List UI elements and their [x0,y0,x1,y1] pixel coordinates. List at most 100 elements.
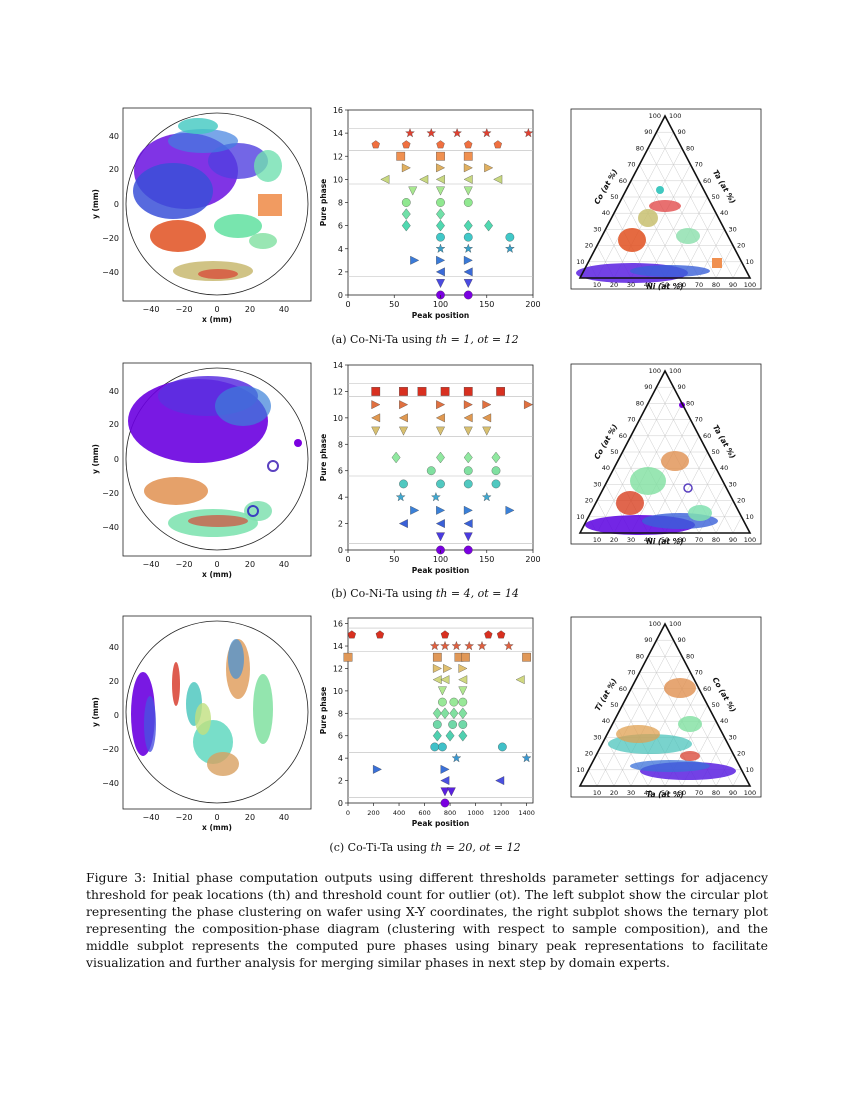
phase-marker [440,764,450,774]
wafer-xlabel: x (mm) [202,823,232,832]
wafer-xlabel: x (mm) [202,315,232,324]
wafer-ytick: −40 [102,779,119,788]
subcaption-c: (c) Co-Ti-Ta using th = 20, ot = 12 [0,841,850,854]
phase-marker [493,174,503,184]
ternary-tick-bottom: 50 [661,281,669,289]
subcaption-a: (a) Co-Ni-Ta using th = 1, ot = 12 [0,333,850,346]
phase-marker [401,208,411,220]
wafer-xtick: −20 [176,305,193,314]
ternary-tick-left: 70 [627,161,635,169]
phase-ytick-label: 2 [338,777,343,786]
ternary-tick-bottom: 20 [610,536,618,544]
phase-points [371,387,533,555]
phase-marker [408,186,418,196]
phase-marker [458,720,468,729]
wafer-xtick: 20 [245,305,255,314]
phase-marker [482,413,492,423]
ternary-tick-bottom: 40 [644,789,652,797]
phase-marker [463,232,473,242]
ternary-tick-bottom: 60 [678,281,686,289]
ternary-tick-bottom: 70 [695,281,703,289]
phase-xticks: 0 200 400 600 800 1000 1200 1400 [346,803,535,817]
ternary-tick-left: 20 [585,750,593,758]
phase-marker [436,479,445,489]
ternary-tick-right: 40 [720,717,728,725]
ternary-triangle [578,369,752,534]
phase-marker [435,413,445,423]
wafer-plot-b: −40 −20 0 20 40 40 20 0 −20 −40 x (mm) y… [88,361,313,581]
phase-marker [431,492,441,502]
phase-ytick-label: 12 [333,387,343,396]
phase-marker [375,630,385,639]
phase-marker [432,720,442,729]
ternary-frame [570,108,762,290]
ternary-tick-right: 100 [669,112,681,120]
wafer-xticks-c: −40 −20 0 20 40 [143,813,290,822]
phase-marker [440,787,450,797]
figure-row-c: −40 −20 0 20 40 40 20 0 −20 −40 x (mm) y… [0,608,850,868]
phase-marker [463,519,473,529]
phase-ylabel: Pure phase [319,687,328,735]
phase-ytick-label: 2 [338,520,343,529]
ternary-tick-bottom: 100 [744,536,756,544]
phase-marker [451,753,462,763]
phase-marker [399,479,408,489]
phase-marker [343,652,353,662]
wafer-ylabel: y (mm) [91,189,100,219]
ternary-tick-right: 30 [729,480,737,488]
phase-marker [440,387,450,396]
phase-marker [440,707,450,720]
wafer-ytick: 20 [109,677,119,686]
ternary-tick-right: 40 [720,209,728,217]
phase-marker [484,630,493,639]
ternary-tick-left: 40 [602,209,610,217]
ternary-frame [570,616,762,798]
phase-marker [463,466,473,476]
ternary-tick-left: 60 [619,177,627,185]
wafer-xtick: 40 [279,813,289,822]
phase-marker [436,198,445,207]
ternary-tick-left: 10 [576,513,584,521]
phase-marker [399,400,409,410]
phase-marker [372,764,382,774]
phase-ytick-label: 14 [333,129,343,138]
phase-marker [463,163,473,173]
phase-points [343,630,532,808]
phase-marker [440,640,450,651]
wafer-svg-c: −40 −20 0 20 40 40 20 0 −20 −40 x (mm) y… [91,615,312,832]
phase-ytick-label: 6 [338,222,343,231]
ternary-tick-left: 30 [593,480,601,488]
phase-marker [443,664,453,673]
phase-ytick-label: 8 [338,199,343,208]
ternary-tick-bottom: 100 [744,281,756,289]
phase-marker [435,174,445,184]
phase-xtick-label: 100 [433,300,448,309]
phase-marker [391,451,401,464]
ternary-tick-left: 90 [644,383,652,391]
ternary-tick-right: 50 [712,448,720,456]
phase-marker [521,753,532,763]
phase-points [371,128,534,300]
phase-marker [505,232,515,242]
phase-xlabel: Peak position [412,566,469,575]
ternary-tick-right: 30 [729,733,737,741]
phase-xtick-label: 50 [389,555,399,564]
phase-marker [458,730,468,742]
phase-marker [463,243,474,253]
phase-marker [435,267,445,277]
ternary-tick-right: 80 [686,144,694,152]
ternary-tick-left: 60 [619,685,627,693]
ternary-bottom-label: Ta (at %) [646,790,684,799]
phase-separators [348,383,533,544]
phase-marker [436,232,445,242]
ternary-tick-left: 80 [636,399,644,407]
phase-xlabel: Peak position [412,819,469,828]
phase-marker [380,174,390,184]
phase-marker [401,163,411,173]
phase-marker [440,630,450,639]
ternary-tick-left: 30 [593,733,601,741]
phase-marker [461,652,470,662]
phase-marker [371,387,381,396]
phase-xlabel: Peak position [412,311,469,320]
